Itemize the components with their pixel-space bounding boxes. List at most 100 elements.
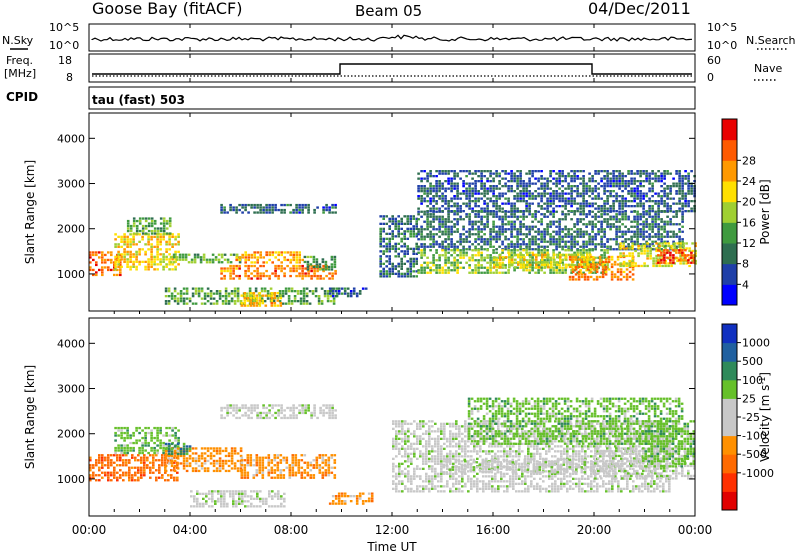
heatmap-cell xyxy=(559,261,562,264)
heatmap-cell xyxy=(541,253,544,256)
heatmap-cell xyxy=(531,264,534,267)
heatmap-cell xyxy=(567,249,570,252)
heatmap-cell xyxy=(568,278,572,281)
heatmap-cell xyxy=(144,217,148,220)
heatmap-cell xyxy=(310,414,313,417)
heatmap-cell xyxy=(450,177,453,180)
heatmap-cell xyxy=(543,251,546,254)
heatmap-cell xyxy=(648,200,651,203)
heatmap-cell xyxy=(135,429,138,432)
heatmap-cell xyxy=(143,466,146,469)
heatmap-cell xyxy=(672,230,675,233)
heatmap-cell xyxy=(241,253,244,257)
heatmap-cell xyxy=(417,210,420,213)
heatmap-cell xyxy=(147,243,150,246)
heatmap-cell xyxy=(426,245,429,248)
heatmap-cell xyxy=(229,277,232,280)
heatmap-cell xyxy=(540,175,543,178)
heatmap-cell xyxy=(438,187,441,190)
heatmap-cell xyxy=(642,225,645,228)
heatmap-cell xyxy=(609,192,612,195)
heatmap-cell xyxy=(628,247,631,250)
heatmap-cell xyxy=(255,459,259,462)
heatmap-cell xyxy=(319,277,322,280)
heatmap-cell xyxy=(672,233,675,236)
heatmap-cell xyxy=(153,426,156,430)
heatmap-cell xyxy=(654,223,657,226)
heatmap-cell xyxy=(450,220,453,223)
heatmap-cell xyxy=(663,205,666,208)
heatmap-cell xyxy=(549,172,552,175)
heatmap-cell xyxy=(321,456,325,459)
heatmap-cell xyxy=(280,416,283,420)
heatmap-cell xyxy=(200,464,204,468)
heatmap-cell xyxy=(283,274,286,278)
heatmap-cell xyxy=(107,479,110,482)
heatmap-cell xyxy=(279,459,283,462)
heatmap-cell xyxy=(129,227,133,230)
heatmap-cell xyxy=(245,292,249,295)
heatmap-cell xyxy=(519,223,522,226)
heatmap-cell xyxy=(281,292,285,295)
heatmap-cell xyxy=(579,251,582,254)
heatmap-cell xyxy=(379,255,382,258)
heatmap-cell xyxy=(669,235,672,238)
heatmap-cell xyxy=(504,266,507,269)
heatmap-cell xyxy=(576,235,579,238)
heatmap-cell xyxy=(589,255,593,259)
heatmap-cell xyxy=(510,187,513,190)
heatmap-cell xyxy=(630,177,633,180)
heatmap-cell xyxy=(603,185,606,188)
heatmap-cell xyxy=(622,247,625,250)
heatmap-cell xyxy=(583,275,587,279)
heatmap-cell xyxy=(510,223,513,226)
heatmap-cell xyxy=(258,302,262,305)
heatmap-cell xyxy=(498,205,501,208)
heatmap-cell xyxy=(161,456,164,459)
heatmap-cell xyxy=(655,254,658,258)
heatmap-cell xyxy=(134,466,137,469)
heatmap-cell xyxy=(540,235,543,238)
heatmap-cell xyxy=(253,404,256,407)
heatmap-cell xyxy=(152,454,155,457)
heatmap-cell xyxy=(519,238,522,241)
heatmap-cell xyxy=(260,287,264,290)
heatmap-cell xyxy=(501,192,504,195)
heatmap-cell xyxy=(165,250,168,253)
heatmap-cell xyxy=(429,213,432,216)
heatmap-cell xyxy=(150,219,154,223)
nave-ytick-bottom: 0 xyxy=(707,71,714,84)
heatmap-cell xyxy=(477,213,480,216)
heatmap-cell xyxy=(289,274,292,278)
heatmap-cell xyxy=(660,180,663,183)
heatmap-cell xyxy=(89,456,92,459)
heatmap-cell xyxy=(435,218,438,221)
heatmap-cell xyxy=(299,302,303,305)
heatmap-cell xyxy=(270,461,274,464)
heatmap-cell xyxy=(179,454,183,458)
heatmap-cell xyxy=(230,454,234,458)
heatmap-cell xyxy=(603,251,606,254)
heatmap-cell xyxy=(549,235,552,238)
heatmap-cell xyxy=(114,233,117,236)
heatmap-cell xyxy=(230,467,234,470)
heatmap-cell xyxy=(672,259,675,262)
colorbar-swatch xyxy=(722,119,737,141)
heatmap-cell xyxy=(110,251,113,254)
heatmap-cell xyxy=(492,205,495,208)
heatmap-cell xyxy=(126,229,130,233)
heatmap-cell xyxy=(628,264,631,268)
heatmap-cell xyxy=(582,243,585,246)
colorbar-frame xyxy=(721,118,738,306)
heatmap-cell xyxy=(679,257,682,260)
heatmap-cell xyxy=(258,461,262,464)
heatmap-cell xyxy=(606,175,609,178)
date-title: 04/Dec/2011 xyxy=(588,0,691,18)
heatmap-cell xyxy=(537,233,540,236)
heatmap-cell xyxy=(600,230,603,233)
heatmap-cell xyxy=(453,185,456,188)
heatmap-cell xyxy=(224,287,228,290)
heatmap-cell xyxy=(432,264,435,267)
heatmap-cell xyxy=(164,447,168,451)
heatmap-cell xyxy=(483,175,486,178)
